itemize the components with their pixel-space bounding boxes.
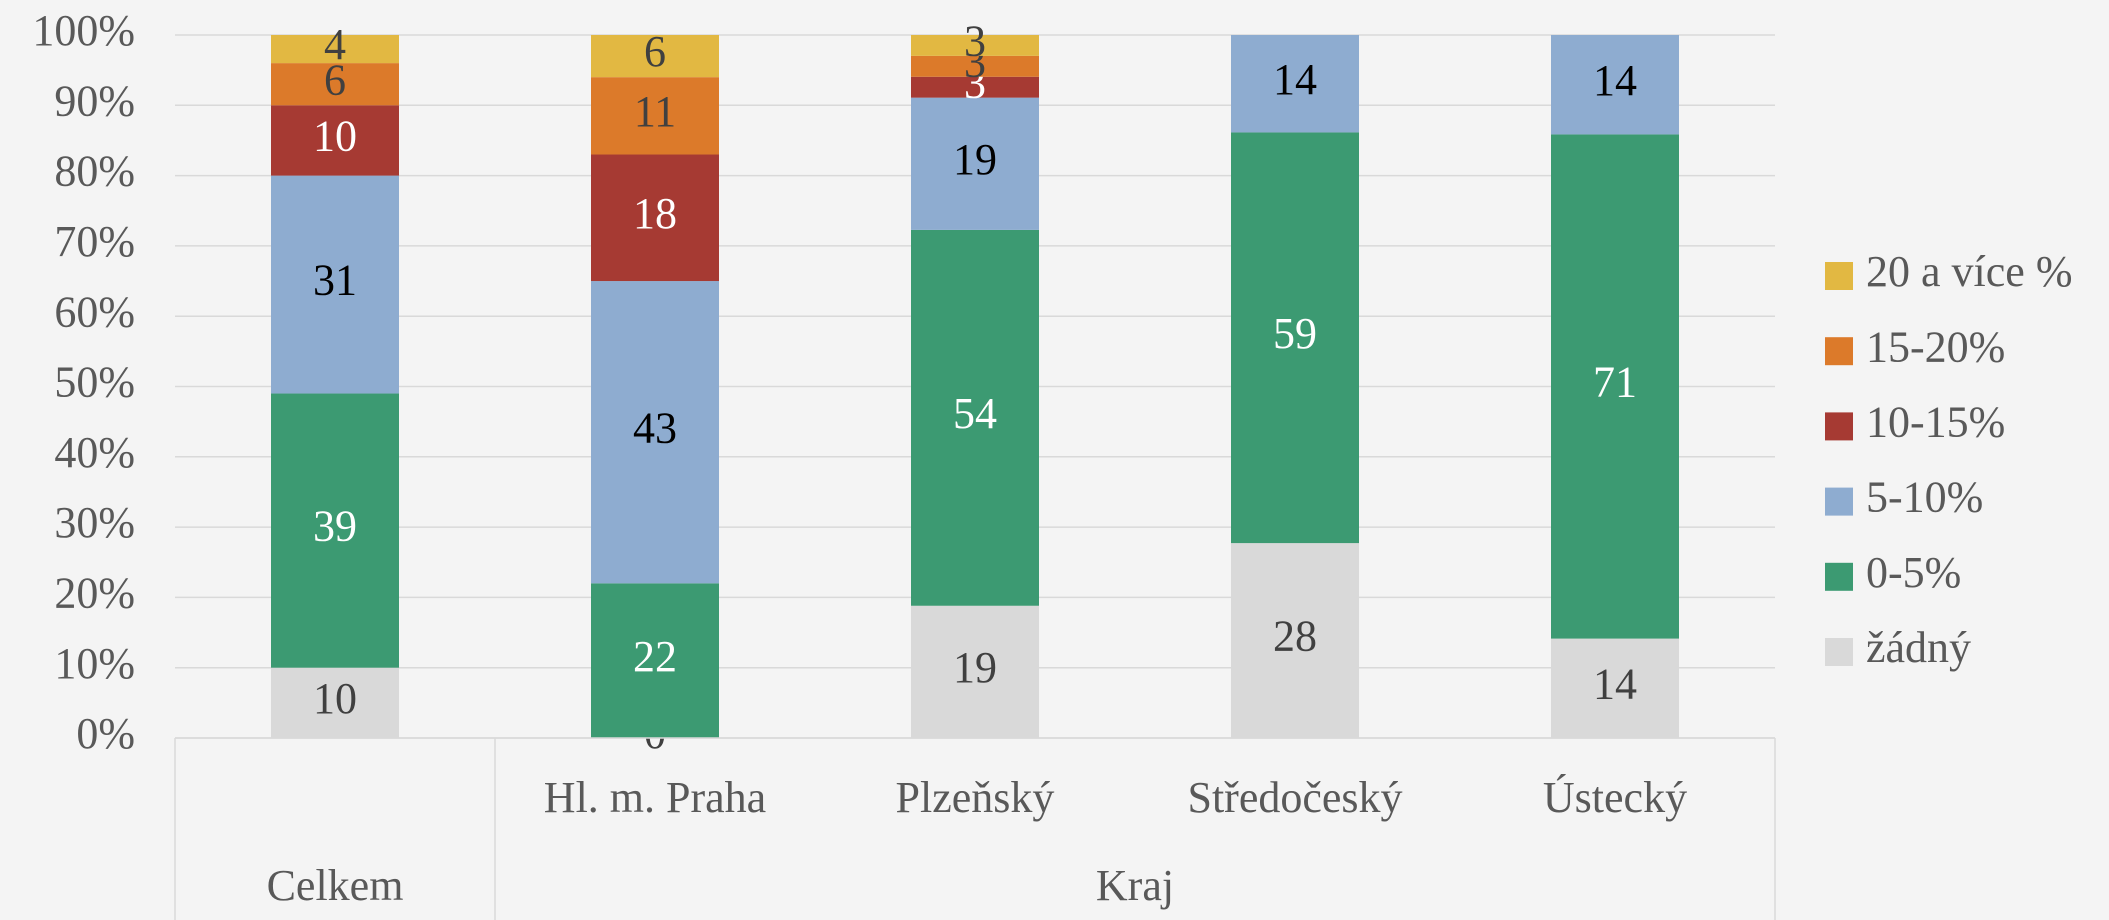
data-label: 10: [313, 112, 357, 161]
legend-swatch: [1825, 412, 1853, 441]
bar-segment: [1231, 35, 1359, 133]
bar-segment: [271, 667, 399, 738]
bar-segment: [591, 77, 719, 155]
bar-segment: [1551, 134, 1679, 639]
data-label: 19: [953, 643, 997, 692]
data-label: 59: [1273, 309, 1317, 358]
group-label: Celkem: [267, 861, 404, 910]
data-label: 14: [1593, 659, 1637, 708]
legend-swatch: [1825, 562, 1853, 591]
bar-segment: [271, 105, 399, 176]
y-tick-label: 20%: [54, 568, 135, 617]
bar-segment: [271, 175, 399, 394]
y-tick-label: 0%: [76, 709, 135, 758]
legend-swatch: [1825, 337, 1853, 366]
data-label: 22: [633, 632, 677, 681]
data-label: 19: [953, 135, 997, 184]
y-tick-label: 30%: [54, 498, 135, 547]
group-label: Kraj: [1096, 861, 1174, 910]
data-label: 14: [1593, 56, 1637, 105]
bar-segment: [911, 76, 1039, 98]
data-label: 31: [313, 256, 357, 305]
bar-segment: [591, 35, 719, 78]
y-tick-label: 50%: [54, 358, 135, 407]
legend-label: 0-5%: [1866, 548, 1961, 597]
data-label: 11: [634, 87, 676, 136]
legend-swatch: [1825, 638, 1853, 666]
bar-segment: [1231, 543, 1359, 738]
bar-segment: [1551, 638, 1679, 738]
y-tick-label: 10%: [54, 639, 135, 688]
data-label: 6: [324, 55, 346, 104]
data-label: 39: [313, 502, 357, 551]
legend-swatch: [1825, 262, 1853, 290]
bar-segment: [271, 63, 399, 106]
legend-label: 5-10%: [1866, 473, 1983, 522]
data-label: 14: [1273, 55, 1317, 104]
y-tick-label: 40%: [54, 428, 135, 477]
bar-segment: [591, 154, 719, 282]
data-label: 3: [964, 17, 986, 66]
bar-segment: [911, 229, 1039, 606]
y-tick-label: 90%: [54, 76, 135, 125]
legend-swatch: [1825, 487, 1853, 516]
x-tick-label: Ústecký: [1543, 773, 1687, 822]
bar-segment: [1551, 35, 1679, 135]
data-label: 4: [324, 20, 346, 69]
data-label: 71: [1593, 358, 1637, 407]
y-tick-label: 100%: [32, 6, 135, 55]
bar-segment: [591, 583, 719, 738]
x-tick-label: Středočeský: [1187, 773, 1402, 822]
bar-segment: [271, 35, 399, 64]
y-tick-label: 80%: [54, 147, 135, 196]
data-label: 10: [313, 674, 357, 723]
legend-label: 15-20%: [1866, 322, 2005, 371]
data-label: 43: [633, 403, 677, 452]
legend-label: 10-15%: [1866, 397, 2005, 446]
bar-segment: [271, 393, 399, 668]
data-label: 18: [633, 189, 677, 238]
bar-segment: [911, 55, 1039, 77]
bar-segment: [911, 605, 1039, 738]
legend-label: žádný: [1866, 623, 1971, 672]
bar-segment: [911, 35, 1039, 56]
bar-segment: [591, 281, 719, 584]
data-label: 28: [1273, 612, 1317, 661]
data-label: 6: [644, 27, 666, 76]
x-tick-label: Plzeňský: [896, 773, 1055, 822]
y-tick-label: 60%: [54, 287, 135, 336]
bar-segment: [1231, 132, 1359, 544]
y-tick-label: 70%: [54, 217, 135, 266]
legend-label: 20 a více %: [1866, 247, 2072, 296]
bar-segment: [911, 97, 1039, 230]
data-label: 54: [953, 389, 997, 438]
x-tick-label: Hl. m. Praha: [544, 773, 766, 822]
